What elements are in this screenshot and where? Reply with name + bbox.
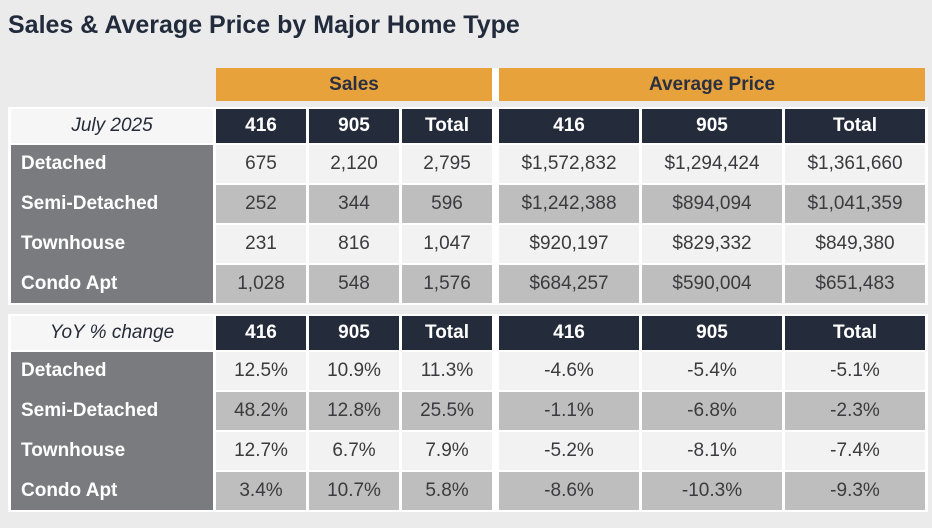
cell-yoy-semi-sales-total: 25.5% [402,392,492,430]
cell-detached-sales-416: 675 [216,145,306,183]
column-header-sales-416: 416 [216,109,306,143]
cell-yoy-semi-avg-total: -2.3% [785,392,925,430]
table-yoy-change: YoY % change 416 905 Total 416 905 Total… [8,314,928,512]
row-label-condo-apt: Condo Apt [11,472,213,510]
cell-townhouse-avg-total: $849,380 [785,225,925,263]
section-label-july-2025: July 2025 [11,109,213,143]
cell-detached-avg-total: $1,361,660 [785,145,925,183]
table-july-2025: July 2025 416 905 Total 416 905 Total De… [8,107,928,305]
cell-semi-sales-416: 252 [216,185,306,223]
group-gap [495,145,496,183]
cell-yoy-townhouse-sales-416: 12.7% [216,432,306,470]
cell-yoy-detached-sales-416: 12.5% [216,352,306,390]
column-header-sales-905: 905 [309,316,399,350]
cell-semi-avg-total: $1,041,359 [785,185,925,223]
cell-yoy-detached-sales-905: 10.9% [309,352,399,390]
group-gap [495,392,496,430]
cell-townhouse-avg-416: $920,197 [499,225,639,263]
column-header-avg-416: 416 [499,316,639,350]
column-header-sales-total: Total [402,316,492,350]
row-label-detached: Detached [11,352,213,390]
cell-townhouse-sales-905: 816 [309,225,399,263]
table-header-row: July 2025 416 905 Total 416 905 Total [11,109,925,143]
column-header-sales-416: 416 [216,316,306,350]
row-labels-block: Detached Semi-Detached Townhouse Condo A… [11,145,213,303]
cell-condo-avg-416: $684,257 [499,265,639,303]
group-gap [495,352,496,390]
cell-semi-sales-total: 596 [402,185,492,223]
column-header-avg-416: 416 [499,109,639,143]
cell-yoy-detached-avg-total: -5.1% [785,352,925,390]
cell-condo-avg-total: $651,483 [785,265,925,303]
row-label-semi-detached: Semi-Detached [11,392,213,430]
cell-yoy-semi-avg-905: -6.8% [642,392,782,430]
cell-condo-avg-905: $590,004 [642,265,782,303]
row-label-condo-apt: Condo Apt [11,265,213,303]
row-labels-block: Detached Semi-Detached Townhouse Condo A… [11,352,213,510]
table-row-townhouse: 12.7% 6.7% 7.9% -5.2% -8.1% -7.4% [11,432,925,470]
cell-semi-sales-905: 344 [309,185,399,223]
cell-yoy-townhouse-avg-416: -5.2% [499,432,639,470]
cell-condo-sales-total: 1,576 [402,265,492,303]
cell-yoy-condo-sales-416: 3.4% [216,472,306,510]
group-gap [495,225,496,263]
row-label-townhouse: Townhouse [11,432,213,470]
table-row-semi-detached: 48.2% 12.8% 25.5% -1.1% -6.8% -2.3% [11,392,925,430]
cell-yoy-townhouse-sales-905: 6.7% [309,432,399,470]
table-row-detached: Detached Semi-Detached Townhouse Condo A… [11,145,925,303]
cell-yoy-condo-avg-905: -10.3% [642,472,782,510]
group-gap [495,109,496,143]
cell-semi-avg-416: $1,242,388 [499,185,639,223]
row-label-townhouse: Townhouse [11,225,213,263]
cell-detached-sales-total: 2,795 [402,145,492,183]
group-gap [495,265,496,303]
cell-yoy-detached-sales-total: 11.3% [402,352,492,390]
cell-yoy-detached-avg-905: -5.4% [642,352,782,390]
cell-detached-avg-416: $1,572,832 [499,145,639,183]
cell-yoy-semi-avg-416: -1.1% [499,392,639,430]
group-header-sales: Sales [216,68,492,101]
table-header-row: YoY % change 416 905 Total 416 905 Total [11,316,925,350]
group-gap [495,472,496,510]
cell-detached-avg-905: $1,294,424 [642,145,782,183]
group-header-band: Sales Average Price [216,68,925,101]
column-header-avg-905: 905 [642,316,782,350]
cell-condo-sales-905: 548 [309,265,399,303]
page-title: Sales & Average Price by Major Home Type [8,11,520,39]
group-gap [495,316,496,350]
cell-condo-sales-416: 1,028 [216,265,306,303]
table-row-semi-detached: 252 344 596 $1,242,388 $894,094 $1,041,3… [11,185,925,223]
cell-yoy-semi-sales-416: 48.2% [216,392,306,430]
cell-detached-sales-905: 2,120 [309,145,399,183]
table-row-condo-apt: 3.4% 10.7% 5.8% -8.6% -10.3% -9.3% [11,472,925,510]
column-header-sales-905: 905 [309,109,399,143]
cell-townhouse-sales-total: 1,047 [402,225,492,263]
cell-yoy-condo-avg-416: -8.6% [499,472,639,510]
cell-townhouse-avg-905: $829,332 [642,225,782,263]
cell-semi-avg-905: $894,094 [642,185,782,223]
column-header-avg-total: Total [785,109,925,143]
cell-yoy-townhouse-avg-905: -8.1% [642,432,782,470]
section-label-yoy-change: YoY % change [11,316,213,350]
table-row-detached: Detached Semi-Detached Townhouse Condo A… [11,352,925,510]
cell-yoy-detached-avg-416: -4.6% [499,352,639,390]
column-header-sales-total: Total [402,109,492,143]
group-header-average-price: Average Price [499,68,925,101]
row-label-semi-detached: Semi-Detached [11,185,213,223]
cell-yoy-condo-sales-905: 10.7% [309,472,399,510]
row-label-detached: Detached [11,145,213,183]
cell-townhouse-sales-416: 231 [216,225,306,263]
group-gap [495,432,496,470]
group-gap [495,185,496,223]
cell-yoy-condo-avg-total: -9.3% [785,472,925,510]
cell-yoy-condo-sales-total: 5.8% [402,472,492,510]
table-row-townhouse: 231 816 1,047 $920,197 $829,332 $849,380 [11,225,925,263]
cell-yoy-semi-sales-905: 12.8% [309,392,399,430]
cell-yoy-townhouse-avg-total: -7.4% [785,432,925,470]
table-row-condo-apt: 1,028 548 1,576 $684,257 $590,004 $651,4… [11,265,925,303]
column-header-avg-905: 905 [642,109,782,143]
cell-yoy-townhouse-sales-total: 7.9% [402,432,492,470]
column-header-avg-total: Total [785,316,925,350]
